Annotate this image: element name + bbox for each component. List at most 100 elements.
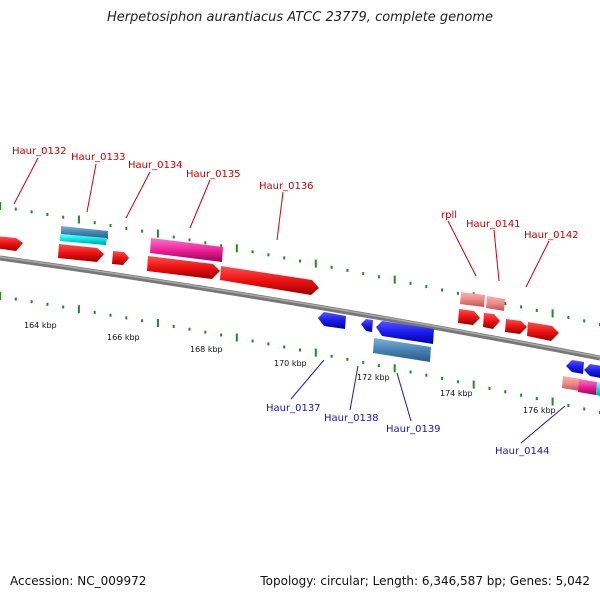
minor-tick [188,327,191,331]
minor-tick [14,297,17,301]
minor-tick [93,310,96,314]
gene-arrow[interactable] [458,309,480,325]
gene-label[interactable]: Haur_0142 [524,230,579,241]
minor-tick [330,265,333,269]
gene-arrow[interactable] [584,364,600,378]
pseudogene-box[interactable] [61,226,108,239]
reverse-track-ruler [0,292,600,414]
minor-tick [46,213,49,216]
gene-label[interactable]: Haur_0133 [71,152,126,163]
minor-tick [441,377,444,380]
minor-tick [504,390,507,394]
genome-summary: Topology: circular; Length: 6,346,587 bp… [260,574,590,588]
minor-tick [188,238,191,242]
minor-tick [504,302,507,305]
minor-tick [567,315,570,319]
forward-genes [0,226,559,341]
minor-tick [172,235,175,239]
minor-tick [283,256,286,260]
major-tick [0,202,1,210]
gene-arrow[interactable] [483,313,500,329]
gene-box-magenta[interactable] [150,238,223,262]
gene-label[interactable]: Haur_0132 [12,146,67,157]
gene-arrow[interactable] [112,251,129,265]
gene-label[interactable]: Haur_0134 [128,160,183,171]
major-tick [551,309,554,318]
minor-tick [46,302,49,306]
minor-tick [30,300,33,304]
minor-tick [251,339,254,343]
gene-box-magenta[interactable] [578,379,597,395]
pseudogene-box[interactable] [373,338,431,362]
minor-tick [267,253,270,257]
minor-tick [299,259,301,263]
major-tick [393,275,396,284]
forward-labels: Haur_0132 Haur_0133 Haur_0134 Haur_0135 … [12,146,579,288]
minor-tick [125,316,128,320]
minor-tick [409,370,412,374]
kbp-label: 164 kbp [24,321,57,330]
minor-tick [346,357,349,361]
minor-tick [62,215,65,219]
gene-label[interactable]: Haur_0139 [386,424,441,435]
minor-tick [267,342,270,346]
gene-arrow[interactable] [220,266,319,295]
rna-box[interactable] [460,292,485,307]
minor-tick [346,268,349,272]
major-tick [314,348,317,357]
kbp-label: 170 kbp [274,359,307,368]
major-tick [77,215,80,224]
major-tick [77,305,80,314]
minor-tick [441,288,444,292]
minor-tick [535,308,538,312]
minor-tick [520,305,523,309]
minor-tick [583,407,586,411]
gene-box-cyan[interactable] [596,382,600,397]
minor-tick [520,393,523,397]
minor-tick [362,272,365,276]
minor-tick [377,364,380,368]
major-tick [0,292,1,300]
minor-tick [456,291,459,295]
gene-arrow[interactable] [58,244,104,262]
gene-arrow[interactable] [147,256,220,279]
minor-tick [535,397,538,401]
genome-backbone [0,255,600,361]
gene-arrow[interactable] [566,360,584,374]
gene-label[interactable]: Haur_0138 [324,413,379,424]
minor-tick [283,345,286,349]
minor-tick [204,330,207,334]
forward-track-ruler [0,202,600,326]
minor-tick [109,224,112,227]
gene-arrow[interactable] [361,319,373,332]
gene-label[interactable]: Haur_0136 [259,181,314,192]
minor-tick [409,281,412,285]
gene-arrow[interactable] [505,319,527,334]
kbp-label: 166 kbp [107,333,140,342]
rna-box[interactable] [562,376,581,391]
gene-label[interactable]: Haur_0144 [495,446,550,457]
gene-label[interactable]: Haur_0137 [266,403,321,414]
major-tick [551,397,554,406]
minor-tick [220,333,223,337]
gene-arrow[interactable] [0,236,23,251]
minor-tick [30,210,33,214]
gene-label[interactable]: Haur_0135 [186,169,241,180]
scale-labels: 164 kbp 166 kbp 168 kbp 170 kbp 172 kbp … [24,321,556,415]
gene-box-cyan[interactable] [60,234,107,245]
rna-box[interactable] [486,296,505,311]
gene-arrow[interactable] [376,321,434,344]
kbp-label: 172 kbp [357,373,390,382]
minor-tick [172,324,175,328]
gene-label[interactable]: Haur_0141 [466,219,521,230]
minor-tick [220,244,223,248]
kbp-label: 174 kbp [440,389,473,398]
minor-tick [299,348,301,352]
reverse-labels: Haur_0137 Haur_0138 Haur_0139 Haur_0144 [266,359,566,457]
minor-tick [204,241,207,245]
minor-tick [62,305,65,309]
gene-arrow[interactable] [318,312,346,329]
gene-label[interactable]: rpll [441,210,457,221]
gene-arrow[interactable] [527,322,559,341]
